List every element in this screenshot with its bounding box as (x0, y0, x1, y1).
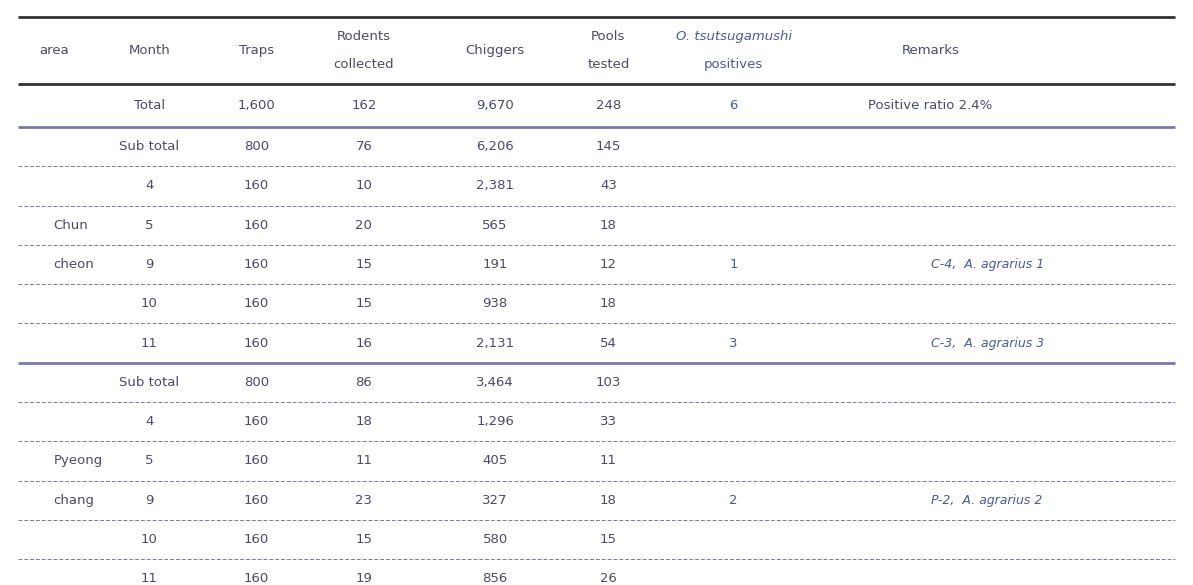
Text: 12: 12 (600, 258, 617, 271)
Text: 6,206: 6,206 (476, 140, 514, 153)
Text: 33: 33 (600, 415, 617, 428)
Text: 5: 5 (144, 219, 154, 232)
Text: 15: 15 (356, 297, 372, 310)
Text: 11: 11 (141, 572, 157, 585)
Text: 54: 54 (600, 336, 617, 350)
Text: 3: 3 (729, 336, 738, 350)
Text: 9,670: 9,670 (476, 99, 514, 112)
Text: tested: tested (587, 58, 630, 71)
Text: 9: 9 (144, 494, 154, 507)
Text: 18: 18 (356, 415, 372, 428)
Text: 10: 10 (141, 533, 157, 546)
Text: 11: 11 (141, 336, 157, 350)
Text: 580: 580 (482, 533, 508, 546)
Text: 160: 160 (243, 415, 270, 428)
Text: 327: 327 (482, 494, 508, 507)
Text: 15: 15 (600, 533, 617, 546)
Text: 405: 405 (482, 455, 508, 467)
Text: 191: 191 (482, 258, 508, 271)
Text: O. tsutsugamushi: O. tsutsugamushi (675, 30, 792, 43)
Text: 6: 6 (729, 99, 738, 112)
Text: 18: 18 (600, 219, 617, 232)
Text: 160: 160 (243, 180, 270, 192)
Text: 1,296: 1,296 (476, 415, 514, 428)
Text: 160: 160 (243, 336, 270, 350)
Text: chang: chang (54, 494, 94, 507)
Text: 5: 5 (144, 455, 154, 467)
Text: 160: 160 (243, 455, 270, 467)
Text: 938: 938 (482, 297, 508, 310)
Text: 23: 23 (356, 494, 372, 507)
Text: 15: 15 (356, 258, 372, 271)
Text: 43: 43 (600, 180, 617, 192)
Text: 9: 9 (144, 258, 154, 271)
Text: 248: 248 (595, 99, 622, 112)
Text: Remarks: Remarks (902, 44, 959, 57)
Text: 2: 2 (729, 494, 738, 507)
Text: Rodents: Rodents (336, 30, 391, 43)
Text: 160: 160 (243, 572, 270, 585)
Text: 160: 160 (243, 494, 270, 507)
Text: 2,131: 2,131 (476, 336, 514, 350)
Text: 1: 1 (729, 258, 738, 271)
Text: 16: 16 (356, 336, 372, 350)
Text: 26: 26 (600, 572, 617, 585)
Text: C-4,  A. agrarius 1: C-4, A. agrarius 1 (931, 258, 1044, 271)
Text: 565: 565 (482, 219, 508, 232)
Text: 162: 162 (351, 99, 377, 112)
Text: 800: 800 (243, 140, 270, 153)
Text: P-2,  A. agrarius 2: P-2, A. agrarius 2 (931, 494, 1041, 507)
Text: Month: Month (129, 44, 169, 57)
Text: 160: 160 (243, 219, 270, 232)
Text: 15: 15 (356, 533, 372, 546)
Text: 18: 18 (600, 494, 617, 507)
Text: Chun: Chun (54, 219, 88, 232)
Text: 3,464: 3,464 (476, 376, 514, 389)
Text: Pools: Pools (592, 30, 625, 43)
Text: 20: 20 (356, 219, 372, 232)
Text: 160: 160 (243, 533, 270, 546)
Text: 800: 800 (243, 376, 270, 389)
Text: 4: 4 (144, 180, 154, 192)
Text: 10: 10 (356, 180, 372, 192)
Text: 856: 856 (482, 572, 508, 585)
Text: 160: 160 (243, 297, 270, 310)
Text: Sub total: Sub total (119, 376, 179, 389)
Text: Sub total: Sub total (119, 140, 179, 153)
Text: 103: 103 (595, 376, 622, 389)
Text: 4: 4 (144, 415, 154, 428)
Text: 10: 10 (141, 297, 157, 310)
Text: C-3,  A. agrarius 3: C-3, A. agrarius 3 (931, 336, 1044, 350)
Text: Total: Total (134, 99, 165, 112)
Text: 76: 76 (356, 140, 372, 153)
Text: Positive ratio 2.4%: Positive ratio 2.4% (869, 99, 993, 112)
Text: area: area (39, 44, 68, 57)
Text: Chiggers: Chiggers (465, 44, 525, 57)
Text: 18: 18 (600, 297, 617, 310)
Text: 145: 145 (595, 140, 622, 153)
Text: collected: collected (334, 58, 394, 71)
Text: 2,381: 2,381 (476, 180, 514, 192)
Text: positives: positives (704, 58, 764, 71)
Text: 11: 11 (356, 455, 372, 467)
Text: 11: 11 (600, 455, 617, 467)
Text: 19: 19 (356, 572, 372, 585)
Text: Pyeong: Pyeong (54, 455, 103, 467)
Text: Traps: Traps (239, 44, 274, 57)
Text: cheon: cheon (54, 258, 94, 271)
Text: 86: 86 (356, 376, 372, 389)
Text: 160: 160 (243, 258, 270, 271)
Text: 1,600: 1,600 (237, 99, 276, 112)
